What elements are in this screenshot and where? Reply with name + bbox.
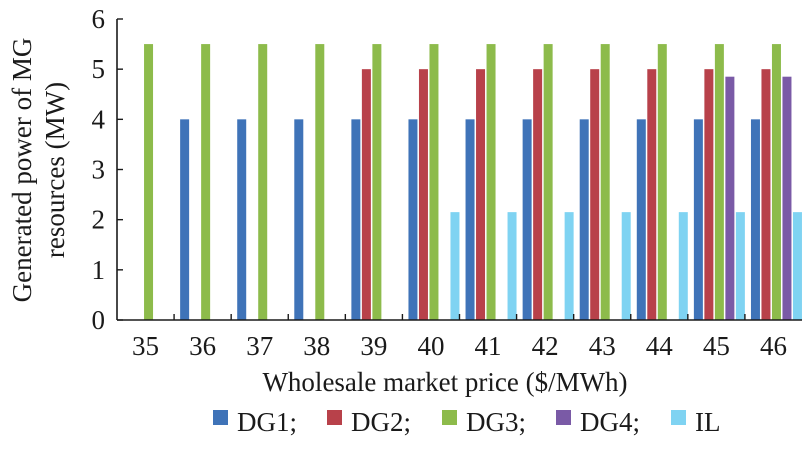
bar-dg3-41 [486, 44, 496, 320]
bar-dg2-42 [533, 69, 543, 320]
bar-il-42 [564, 212, 574, 320]
bar-dg1-36 [180, 119, 190, 320]
bar-dg2-41 [476, 69, 486, 320]
x-axis-title: Wholesale market price ($/MWh) [262, 367, 627, 397]
bar-dg2-45 [704, 69, 714, 320]
legend-label: DG4; [580, 407, 640, 437]
bar-dg3-46 [771, 44, 781, 320]
bar-dg2-39 [361, 69, 371, 320]
x-tick-label: 42 [532, 331, 559, 361]
legend-label: DG3; [466, 407, 526, 437]
bar-dg2-44 [647, 69, 657, 320]
y-axis-title-line-1: Generated power of MG [7, 38, 37, 303]
bar-dg2-43 [590, 69, 600, 320]
legend-swatch-dg3 [442, 410, 457, 425]
x-tick-label: 38 [303, 331, 330, 361]
legend-swatch-il [671, 410, 686, 425]
y-tick-label: 5 [92, 54, 106, 84]
bar-il-44 [678, 212, 688, 320]
bar-dg3-40 [429, 44, 439, 320]
bar-dg2-46 [761, 69, 771, 320]
bar-il-40 [450, 212, 460, 320]
x-tick-label: 37 [246, 331, 273, 361]
bar-dg3-45 [714, 44, 724, 320]
y-tick-label: 0 [92, 305, 106, 335]
legend-label: IL [695, 407, 720, 437]
y-tick-label: 1 [92, 255, 106, 285]
legend-label: DG1; [237, 407, 297, 437]
x-tick-label: 41 [475, 331, 502, 361]
x-tick-label: 39 [360, 331, 387, 361]
bar-dg1-40 [408, 119, 418, 320]
x-tick-labels: 35 36 37 38 39 40 41 42 43 44 45 46 [132, 331, 787, 361]
y-tick-label: 2 [92, 205, 106, 235]
bar-dg1-37 [237, 119, 247, 320]
y-axis-title-line-2: resources (MW) [40, 82, 70, 258]
y-tick-labels: 0 1 2 3 4 5 6 [92, 4, 106, 335]
y-tick-label: 3 [92, 155, 106, 185]
bar-dg4-46 [782, 76, 792, 320]
x-tick-label: 36 [189, 331, 216, 361]
bars-group [144, 44, 802, 320]
bar-il-45 [735, 212, 745, 320]
bar-dg1-45 [693, 119, 703, 320]
legend-swatch-dg1 [213, 410, 228, 425]
bar-dg3-36 [201, 44, 211, 320]
bar-dg3-38 [315, 44, 325, 320]
y-tick-label: 6 [92, 4, 106, 34]
x-tick-label: 40 [417, 331, 444, 361]
bar-dg1-41 [465, 119, 475, 320]
bar-dg1-43 [579, 119, 589, 320]
legend-swatch-dg2 [327, 410, 342, 425]
bar-dg3-35 [144, 44, 154, 320]
x-tick-label: 45 [703, 331, 730, 361]
x-tick-label: 35 [132, 331, 159, 361]
bar-dg1-44 [636, 119, 646, 320]
legend-label: DG2; [351, 407, 411, 437]
legend-swatch-dg4 [556, 410, 571, 425]
bar-dg3-42 [543, 44, 553, 320]
x-tick-label: 46 [760, 331, 787, 361]
y-axis-title: Generated power of MG resources (MW) [7, 38, 70, 303]
bar-dg3-44 [657, 44, 667, 320]
bar-dg4-45 [725, 76, 735, 320]
x-tick-label: 44 [646, 331, 674, 361]
bar-dg3-37 [258, 44, 268, 320]
bar-dg2-40 [418, 69, 428, 320]
bar-dg3-43 [600, 44, 610, 320]
y-tick-label: 4 [92, 104, 106, 134]
bar-dg1-38 [294, 119, 304, 320]
bar-dg3-39 [372, 44, 382, 320]
bar-dg1-42 [522, 119, 532, 320]
bar-il-46 [792, 212, 802, 320]
bar-il-41 [507, 212, 517, 320]
bar-dg1-39 [351, 119, 361, 320]
legend: DG1; DG2; DG3; DG4; IL [213, 407, 720, 437]
axes-group [116, 18, 802, 321]
bar-dg1-46 [750, 119, 760, 320]
bar-il-43 [621, 212, 631, 320]
x-tick-label: 43 [589, 331, 616, 361]
